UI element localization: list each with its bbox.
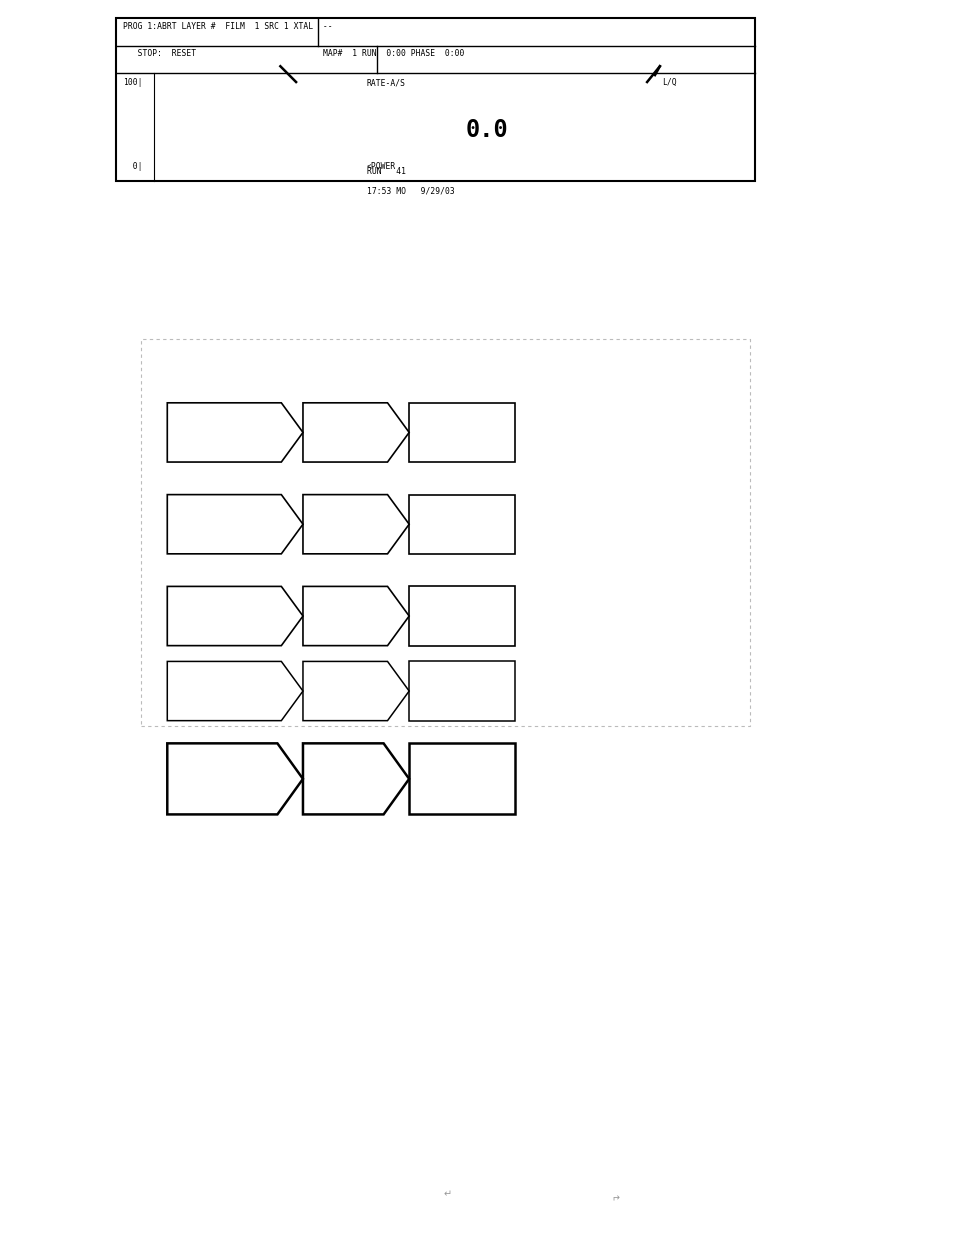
Text: ↵: ↵ [611,1189,619,1199]
Text: MAP#  1 RUN  0:00 PHASE  0:00: MAP# 1 RUN 0:00 PHASE 0:00 [322,49,463,58]
Text: L/Q: L/Q [661,78,676,88]
Text: ↵: ↵ [443,1189,451,1199]
Text: PROG 1:ABRT LAYER #  FILM  1 SRC 1 XTAL  --: PROG 1:ABRT LAYER # FILM 1 SRC 1 XTAL -- [123,22,333,31]
Text: STOP:  RESET: STOP: RESET [123,49,196,58]
Bar [409,743,515,814]
Text: 100|: 100| [123,78,142,88]
Bar [409,587,515,646]
Text: RUN   41: RUN 41 [367,167,405,175]
Text: RATE-A/S: RATE-A/S [367,78,405,88]
Bar [141,338,750,726]
Text: 0.0: 0.0 [465,117,507,142]
Text: 0|: 0| [123,162,142,170]
Bar [409,662,515,721]
Bar [409,494,515,553]
Bar [409,403,515,462]
Bar [116,17,755,180]
Text: <POWER: <POWER [367,162,395,170]
Text: 17:53 MO   9/29/03: 17:53 MO 9/29/03 [367,186,455,195]
